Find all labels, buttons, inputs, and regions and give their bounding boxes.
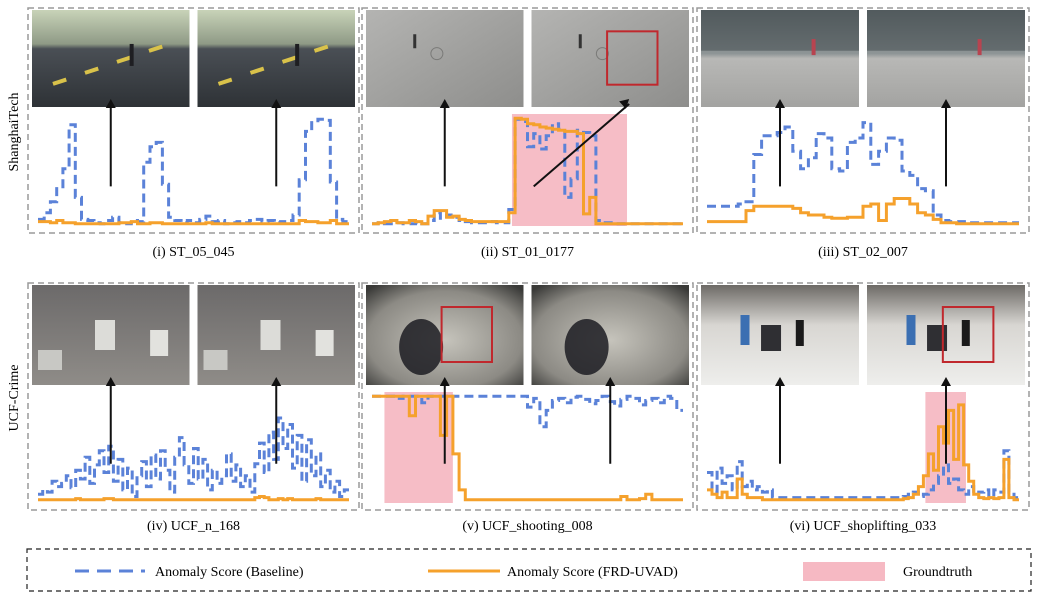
panel-4: (iv) UCF_n_168	[27, 282, 360, 534]
frd-score-line	[372, 394, 683, 502]
panel-6: (vi) UCF_shoplifting_033	[696, 282, 1030, 534]
panel-frame	[696, 7, 1030, 234]
person	[795, 320, 804, 346]
panel-frame	[361, 7, 694, 234]
groundtruth-region	[384, 392, 453, 503]
road-marking	[116, 55, 131, 64]
panel-caption: (vi) UCF_shoplifting_033	[790, 519, 937, 534]
manhole	[430, 47, 444, 61]
car	[203, 350, 228, 370]
pointer-arrowhead	[271, 377, 282, 386]
frd-score-line	[707, 197, 1019, 226]
road-marking	[313, 44, 329, 53]
pointer-arrowhead	[439, 377, 450, 386]
panel-3: (iii) ST_02_007	[696, 7, 1030, 260]
frd-score-line	[38, 219, 349, 226]
baseline-score-line	[707, 121, 1019, 225]
pointer-arrowhead	[941, 99, 951, 108]
panel-caption: (iv) UCF_n_168	[147, 519, 240, 534]
row-label-shanghaitech: ShanghaiTech	[7, 92, 22, 171]
anomaly-bbox	[941, 306, 995, 363]
panel-caption: (i) ST_05_045	[152, 245, 234, 260]
legend-box	[26, 548, 1032, 592]
road-marking	[217, 77, 233, 86]
frd-score-line	[38, 495, 349, 502]
panel-1: (i) ST_05_045	[27, 7, 360, 260]
legend-frd-label: Anomaly Score (FRD-UVAD)	[507, 565, 678, 580]
frame-scene	[366, 10, 524, 107]
frame-scene	[531, 285, 689, 385]
anomaly-bbox	[606, 30, 659, 86]
road-marking	[148, 44, 163, 53]
pointer-arrowhead	[605, 377, 616, 386]
car	[95, 320, 115, 350]
person	[961, 320, 970, 346]
counter	[761, 325, 782, 351]
panel-caption: (ii) ST_01_0177	[481, 245, 574, 260]
pedestrian	[413, 34, 417, 49]
road-marking	[281, 55, 297, 64]
person	[399, 319, 444, 375]
pointer-arrowhead	[775, 99, 785, 108]
pedestrian	[811, 39, 816, 56]
car	[260, 320, 281, 350]
panel-frame	[27, 7, 360, 234]
row-label-ucf-crime: UCF-Crime	[7, 365, 22, 432]
storefront	[701, 10, 859, 51]
panel-5: (v) UCF_shooting_008	[361, 282, 694, 534]
legend-groundtruth-label: Groundtruth	[903, 565, 972, 580]
pointer-arrow	[533, 103, 630, 188]
person	[564, 319, 609, 375]
panel-caption: (v) UCF_shooting_008	[462, 519, 592, 534]
road-marking	[249, 66, 265, 75]
car	[150, 330, 169, 356]
road-marking	[84, 66, 99, 75]
baseline-score-line	[38, 117, 349, 226]
baseline-score-line	[38, 416, 349, 498]
frame-scene	[197, 10, 355, 107]
panel-frame	[696, 282, 1030, 511]
frd-score-line	[372, 116, 683, 226]
frame-scene	[366, 285, 524, 385]
storefront	[867, 10, 1025, 51]
manhole	[595, 47, 609, 61]
frame-scene	[32, 10, 190, 107]
pointer-arrowhead	[439, 99, 450, 108]
panel-2: (ii) ST_01_0177	[361, 7, 694, 260]
pointer-arrowhead	[775, 377, 785, 386]
frame-scene	[531, 10, 689, 107]
panel-frame	[27, 282, 360, 511]
panel-caption: (iii) ST_02_007	[818, 245, 908, 260]
pedestrian	[129, 43, 134, 66]
road-marking	[52, 77, 67, 86]
pedestrian	[977, 39, 982, 56]
panel-frame	[361, 282, 694, 511]
pointer-arrowhead	[619, 99, 630, 109]
pointer-arrowhead	[105, 99, 116, 108]
pointer-arrowhead	[271, 99, 282, 108]
person	[906, 315, 916, 345]
anomaly-bbox	[440, 306, 494, 363]
counter	[927, 325, 948, 351]
pedestrian	[578, 34, 582, 49]
person	[740, 315, 750, 345]
car	[315, 330, 334, 356]
legend-groundtruth-swatch	[803, 562, 885, 581]
frd-score-line	[707, 403, 1019, 502]
legend-baseline-label: Anomaly Score (Baseline)	[155, 565, 304, 580]
car	[38, 350, 62, 370]
pointer-arrowhead	[941, 377, 951, 386]
pointer-arrowhead	[105, 377, 116, 386]
pedestrian	[295, 43, 300, 66]
